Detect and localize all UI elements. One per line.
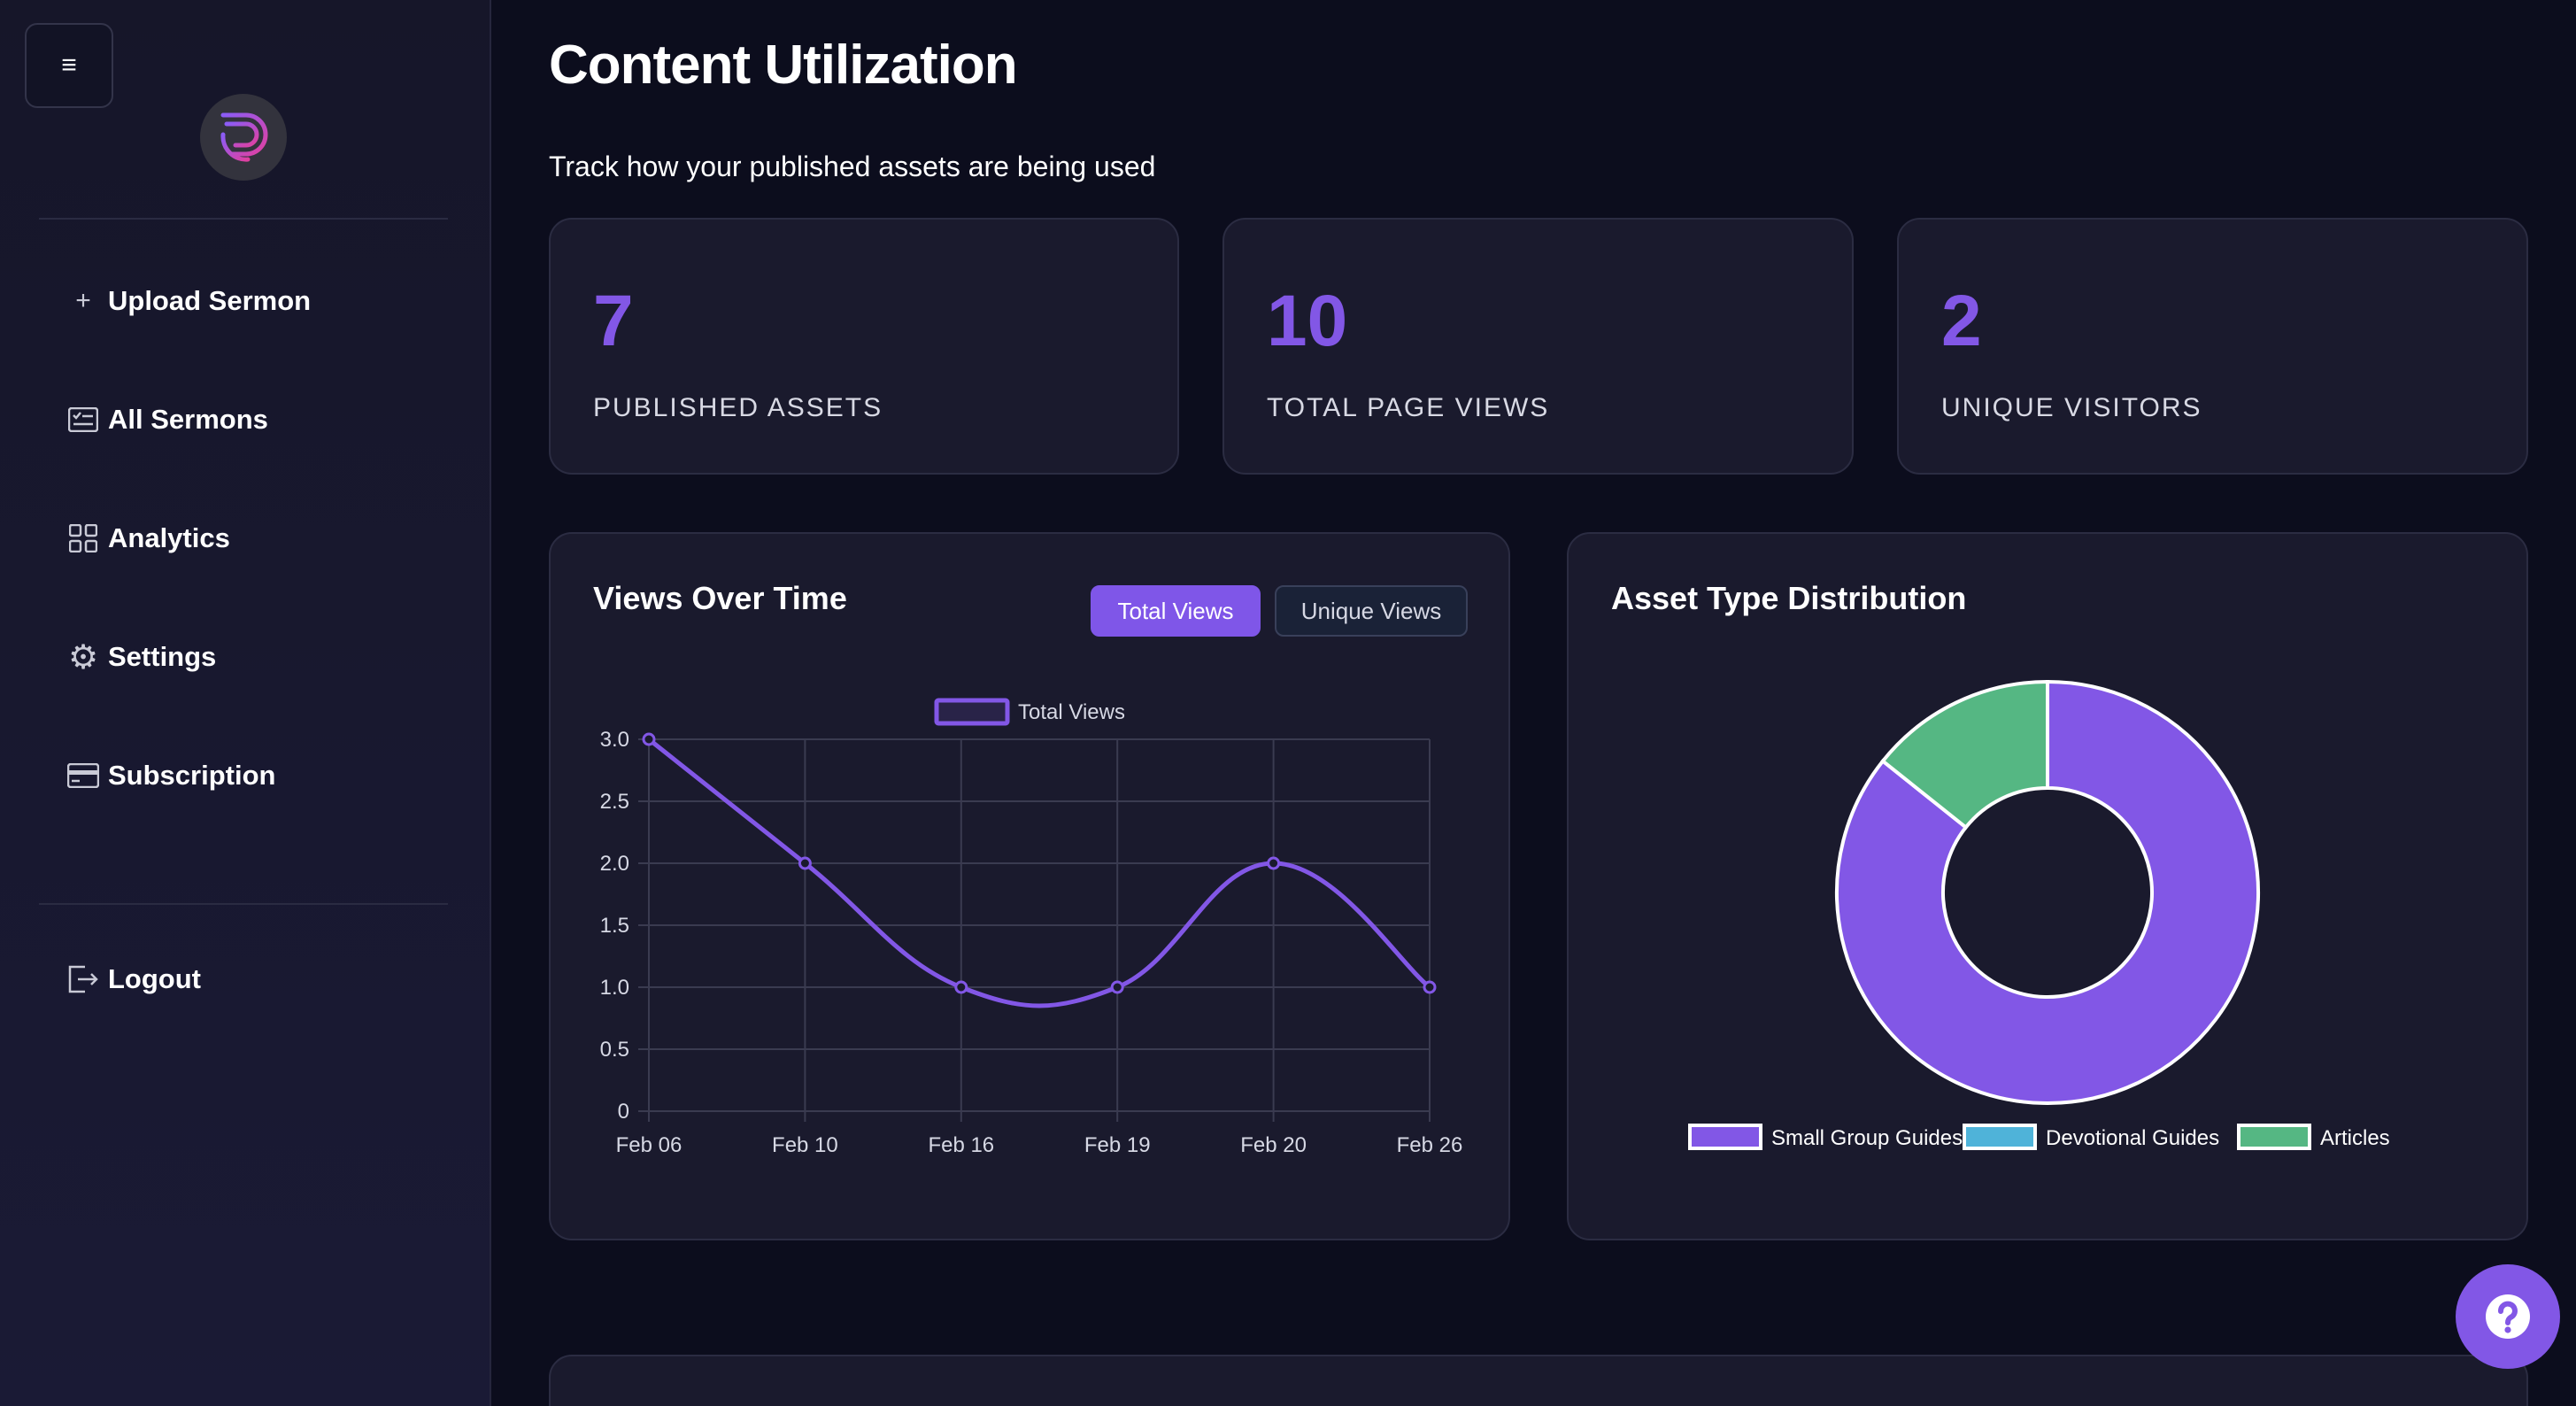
x-tick-label: Feb 06 [616,1133,683,1157]
stat-value: 10 [1267,281,1348,361]
stat-value: 7 [593,281,634,361]
stat-card-total-page-views: 10 TOTAL PAGE VIEWS [1222,218,1854,475]
sidebar: ≡ + Upload Sermon All Sermons Analyti [0,0,491,1406]
stat-card-unique-visitors: 2 UNIQUE VISITORS [1897,218,2528,475]
sidebar-item-settings[interactable]: ⚙ Settings [66,638,217,676]
logout-icon [66,962,101,997]
sidebar-item-label: Subscription [108,760,276,791]
credit-card-icon [66,758,101,793]
hamburger-menu-button[interactable]: ≡ [25,23,113,108]
asset-donut-chart: Small Group Guides Devotional Guides Artic… [1688,679,2390,1150]
asset-distribution-card: Asset Type Distribution Small Group Guid… [1567,532,2528,1240]
stat-value: 2 [1941,281,1982,361]
data-point [798,856,812,870]
y-tick-label: 0 [618,1100,629,1124]
donut-slice [1880,679,2049,830]
page-title: Content Utilization [549,35,1018,96]
sidebar-item-logout[interactable]: Logout [66,962,201,997]
sidebar-item-label: Logout [108,963,202,994]
grid-icon [66,521,101,556]
data-point [954,980,968,994]
total-views-toggle-button[interactable]: Total Views [1091,585,1261,637]
data-point [642,732,656,746]
data-point [1267,856,1281,870]
y-tick-label: 0.5 [600,1038,629,1062]
legend-item: Devotional Guides [1963,1124,2219,1150]
legend-label: Total Views [1018,700,1125,724]
stat-label: TOTAL PAGE VIEWS [1267,393,1550,422]
sidebar-item-label: Settings [108,641,217,672]
x-tick-label: Feb 26 [1397,1133,1463,1157]
legend-swatch [1688,1124,1762,1150]
sidebar-item-label: Analytics [108,522,230,553]
unique-views-toggle-button[interactable]: Unique Views [1275,585,1468,637]
series-line-total-views [647,738,1431,1008]
y-tick-label: 1.0 [600,976,629,1000]
x-tick-label: Feb 16 [928,1133,994,1157]
question-icon [2486,1294,2530,1339]
donut-slice [1835,679,2260,1105]
legend-item: Articles [2237,1124,2390,1150]
x-tick-label: Feb 19 [1084,1133,1151,1157]
hamburger-icon: ≡ [61,50,77,80]
x-tick-label: Feb 20 [1240,1133,1307,1157]
legend-swatch [2237,1124,2311,1150]
sidebar-item-subscription[interactable]: Subscription [66,758,275,793]
stat-label: PUBLISHED ASSETS [593,393,883,422]
list-card-icon [66,402,101,437]
sidebar-divider-top [39,218,448,220]
legend-label: Devotional Guides [2046,1126,2219,1150]
data-point [1110,980,1124,994]
gear-icon: ⚙ [67,638,99,676]
x-tick-label: Feb 10 [772,1133,838,1157]
y-tick-label: 1.5 [600,914,629,938]
views-card-title: Views Over Time [593,580,847,616]
bottom-section-card [549,1355,2528,1406]
y-tick-label: 2.0 [600,852,629,876]
stat-label: UNIQUE VISITORS [1941,393,2202,422]
legend-label: Articles [2320,1126,2390,1150]
views-line-chart: Total Views 0 0.5 1.0 1.5 2.0 2.5 3.0 Feb 06 Feb … [600,698,1463,1157]
data-point [1423,980,1437,994]
help-button[interactable] [2456,1264,2560,1369]
sidebar-item-label: All Sermons [108,404,268,435]
y-tick-label: 3.0 [600,728,629,752]
sidebar-item-label: Upload Sermon [108,285,312,316]
sidebar-item-analytics[interactable]: Analytics [66,521,230,556]
legend-label: Small Group Guides [1771,1126,1963,1150]
logo-mark-icon [220,112,268,162]
views-over-time-card: Views Over Time Total Views Unique Views… [549,532,1510,1240]
legend-item: Small Group Guides [1688,1124,1963,1150]
legend-swatch [934,698,1010,726]
plus-icon: + [75,286,91,315]
sidebar-item-upload-sermon[interactable]: + Upload Sermon [66,283,311,319]
brand-logo[interactable] [200,94,287,181]
page-subtitle: Track how your published assets are bein… [549,151,1156,182]
y-tick-label: 2.5 [600,790,629,814]
sidebar-divider-bottom [39,903,448,905]
distribution-card-title: Asset Type Distribution [1611,580,1967,616]
stat-card-published-assets: 7 PUBLISHED ASSETS [549,218,1179,475]
sidebar-item-all-sermons[interactable]: All Sermons [66,402,268,437]
legend-swatch [1963,1124,2037,1150]
chart-legend: Total Views [934,698,1125,726]
